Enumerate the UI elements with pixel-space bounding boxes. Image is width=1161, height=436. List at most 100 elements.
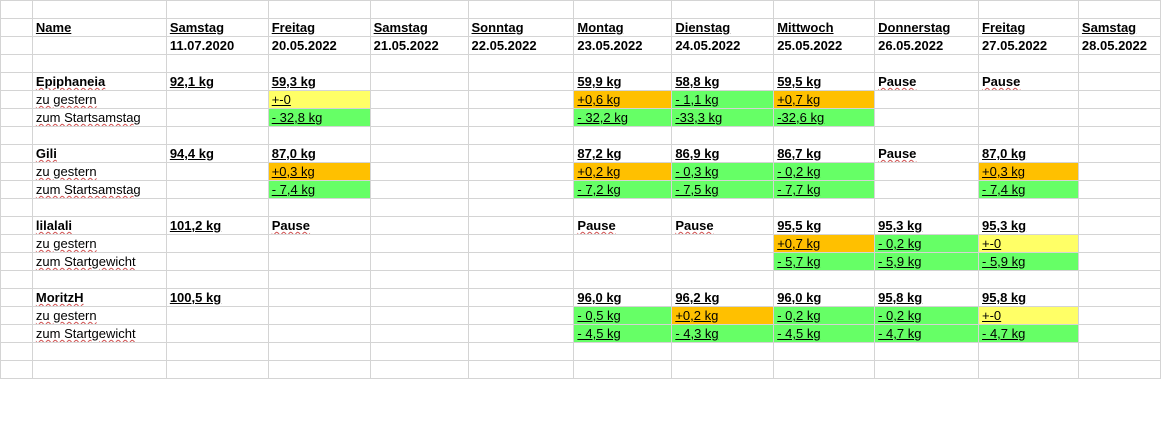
value-cell[interactable]: +-0 [267,90,371,109]
cell[interactable] [773,198,876,217]
cell[interactable] [467,360,575,379]
value-cell[interactable]: Pause [874,144,980,163]
column-header-day[interactable]: Sonntag [467,18,575,37]
value-cell[interactable] [978,90,1079,109]
value-cell[interactable] [1077,144,1161,163]
value-cell[interactable] [467,306,575,325]
cell[interactable] [978,198,1079,217]
value-cell[interactable]: 87,0 kg [267,144,371,163]
cell[interactable] [0,342,33,361]
cell[interactable] [31,0,167,19]
cell[interactable] [165,198,269,217]
cell[interactable] [267,0,371,19]
value-cell[interactable] [467,90,575,109]
value-cell[interactable] [165,234,269,253]
value-cell[interactable]: Pause [978,72,1079,91]
cell[interactable] [671,342,775,361]
value-cell[interactable] [1077,252,1161,271]
value-cell[interactable]: - 4,3 kg [671,324,775,343]
cell[interactable] [0,306,33,325]
row-label[interactable]: zum Startgewicht [31,252,167,271]
value-cell[interactable]: +0,2 kg [573,162,673,181]
value-cell[interactable] [369,234,469,253]
cell[interactable] [1077,342,1161,361]
value-cell[interactable]: - 5,9 kg [874,252,980,271]
cell[interactable] [573,270,673,289]
cell[interactable] [0,198,33,217]
value-cell[interactable] [1077,288,1161,307]
value-cell[interactable]: - 7,5 kg [671,180,775,199]
value-cell[interactable] [369,252,469,271]
cell[interactable] [0,54,33,73]
value-cell[interactable]: 95,3 kg [874,216,980,235]
cell[interactable] [874,360,980,379]
cell[interactable] [1077,360,1161,379]
cell[interactable] [671,198,775,217]
value-cell[interactable] [874,162,980,181]
value-cell[interactable]: - 7,7 kg [773,180,876,199]
value-cell[interactable]: +0,7 kg [773,234,876,253]
cell[interactable] [0,234,33,253]
value-cell[interactable] [1077,72,1161,91]
cell[interactable] [369,54,469,73]
cell[interactable] [267,360,371,379]
value-cell[interactable] [467,216,575,235]
value-cell[interactable]: 59,9 kg [573,72,673,91]
participant-name[interactable]: Epiphaneia [31,72,167,91]
value-cell[interactable]: - 5,7 kg [773,252,876,271]
column-header-date[interactable]: 28.05.2022 [1077,36,1161,55]
value-cell[interactable] [1077,90,1161,109]
value-cell[interactable]: 95,5 kg [773,216,876,235]
row-label[interactable]: zu gestern [31,306,167,325]
cell[interactable] [165,342,269,361]
cell[interactable] [874,198,980,217]
column-header-date[interactable]: 23.05.2022 [573,36,673,55]
cell[interactable] [0,288,33,307]
cell[interactable] [165,54,269,73]
cell[interactable] [165,360,269,379]
cell[interactable] [874,270,980,289]
value-cell[interactable]: +0,2 kg [671,306,775,325]
cell[interactable] [0,324,33,343]
cell[interactable] [31,54,167,73]
value-cell[interactable] [1077,108,1161,127]
value-cell[interactable]: - 5,9 kg [978,252,1079,271]
value-cell[interactable] [369,324,469,343]
value-cell[interactable]: - 32,8 kg [267,108,371,127]
value-cell[interactable] [874,90,980,109]
cell[interactable] [31,270,167,289]
cell[interactable] [1077,126,1161,145]
value-cell[interactable]: - 7,4 kg [978,180,1079,199]
cell[interactable] [31,126,167,145]
value-cell[interactable] [165,108,269,127]
value-cell[interactable] [467,234,575,253]
value-cell[interactable]: - 4,7 kg [978,324,1079,343]
value-cell[interactable]: - 7,2 kg [573,180,673,199]
value-cell[interactable] [467,144,575,163]
column-header-date[interactable]: 20.05.2022 [267,36,371,55]
value-cell[interactable]: 87,2 kg [573,144,673,163]
value-cell[interactable] [165,90,269,109]
value-cell[interactable]: - 0,5 kg [573,306,673,325]
value-cell[interactable] [467,108,575,127]
cell[interactable] [165,126,269,145]
cell[interactable] [874,0,980,19]
cell[interactable] [467,270,575,289]
cell[interactable] [573,342,673,361]
value-cell[interactable] [1077,324,1161,343]
value-cell[interactable]: - 4,5 kg [773,324,876,343]
column-header-day[interactable]: Dienstag [671,18,775,37]
cell[interactable] [165,270,269,289]
column-header-day[interactable]: Mittwoch [773,18,876,37]
cell[interactable] [467,0,575,19]
cell[interactable] [978,360,1079,379]
value-cell[interactable] [369,180,469,199]
cell[interactable] [31,342,167,361]
value-cell[interactable] [671,252,775,271]
value-cell[interactable] [165,180,269,199]
value-cell[interactable]: - 0,2 kg [773,306,876,325]
value-cell[interactable] [1077,306,1161,325]
value-cell[interactable]: - 4,7 kg [874,324,980,343]
cell[interactable] [1077,270,1161,289]
cell[interactable] [671,126,775,145]
